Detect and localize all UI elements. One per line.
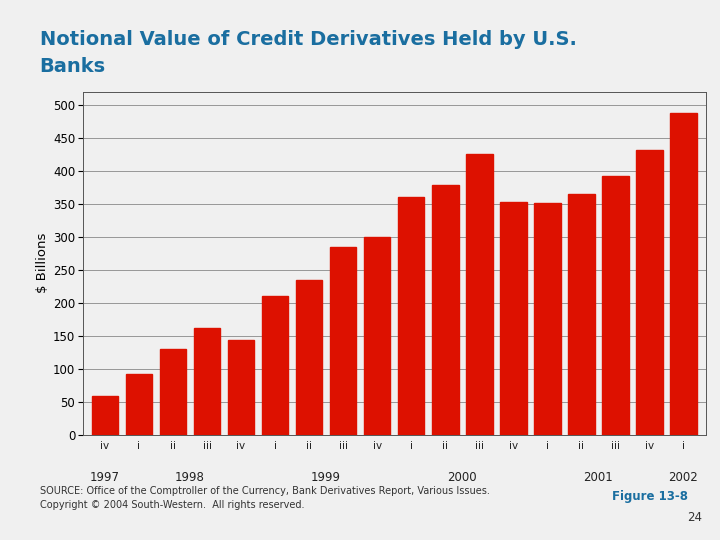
Bar bbox=[194, 328, 220, 435]
Text: 24: 24 bbox=[687, 511, 702, 524]
Text: Figure 13-8: Figure 13-8 bbox=[611, 490, 688, 503]
Bar bbox=[466, 154, 492, 435]
Bar bbox=[91, 396, 118, 435]
Text: 2001: 2001 bbox=[583, 471, 613, 484]
Bar bbox=[670, 113, 697, 435]
Y-axis label: $ Billions: $ Billions bbox=[36, 233, 49, 293]
Bar bbox=[262, 296, 288, 435]
Bar bbox=[398, 197, 425, 435]
Bar bbox=[330, 247, 356, 435]
Text: 1997: 1997 bbox=[90, 471, 120, 484]
Bar bbox=[534, 202, 561, 435]
Text: Banks: Banks bbox=[40, 57, 106, 76]
Text: Notional Value of Credit Derivatives Held by U.S.: Notional Value of Credit Derivatives Hel… bbox=[40, 30, 577, 49]
Bar bbox=[228, 340, 254, 435]
Text: 2002: 2002 bbox=[669, 471, 698, 484]
Bar bbox=[364, 237, 390, 435]
Bar bbox=[636, 150, 662, 435]
Bar bbox=[296, 280, 323, 435]
Bar bbox=[602, 176, 629, 435]
Bar bbox=[500, 202, 526, 435]
Text: SOURCE: Office of the Comptroller of the Currency, Bank Derivatives Report, Vari: SOURCE: Office of the Comptroller of the… bbox=[40, 487, 490, 510]
Bar bbox=[432, 185, 459, 435]
Text: 2000: 2000 bbox=[447, 471, 477, 484]
Bar bbox=[126, 374, 152, 435]
Text: 1998: 1998 bbox=[175, 471, 205, 484]
Bar bbox=[568, 194, 595, 435]
Text: 1999: 1999 bbox=[311, 471, 341, 484]
Bar bbox=[160, 349, 186, 435]
